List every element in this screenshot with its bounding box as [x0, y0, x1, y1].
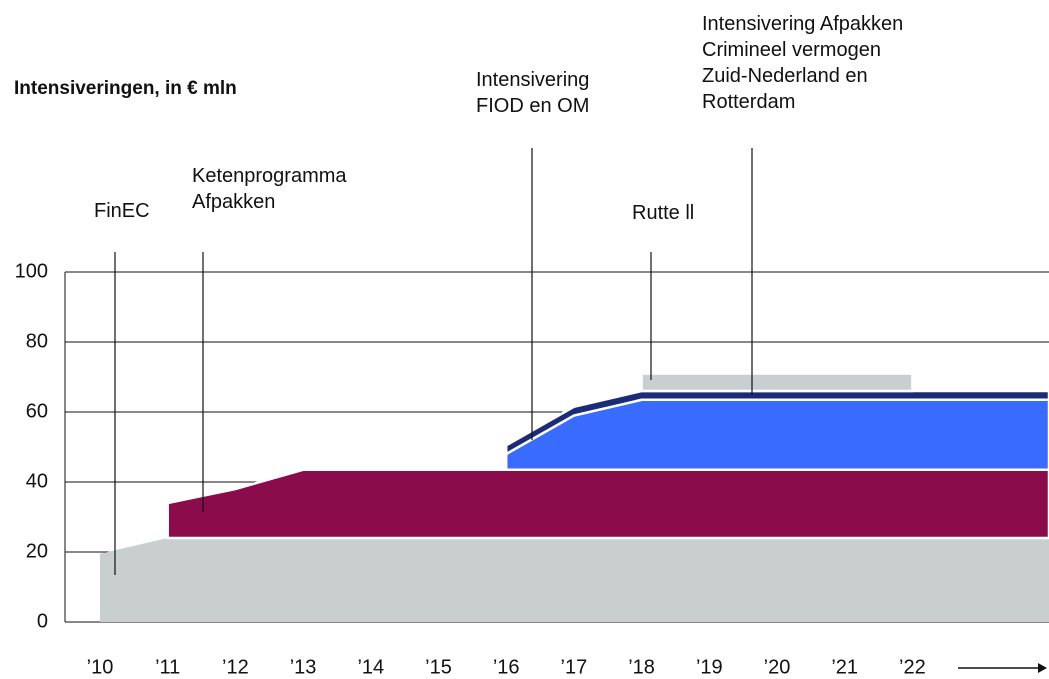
annotation: Intensivering Afpakken Crimineel vermoge… — [702, 13, 904, 113]
annotation: FinEC — [94, 200, 150, 222]
annotation: Ketenprogramma Afpakken — [192, 165, 347, 213]
x-tick-label: ’13 — [290, 656, 317, 678]
x-tick-label: ’17 — [561, 656, 588, 678]
y-tick-label: 40 — [26, 470, 48, 492]
area — [640, 372, 914, 393]
y-tick-label: 0 — [37, 610, 48, 632]
x-tick-label: ’15 — [425, 656, 452, 678]
x-tick-label: ’22 — [899, 656, 926, 678]
x-tick-label: ’18 — [628, 656, 655, 678]
y-tick-label: 20 — [26, 540, 48, 562]
area — [166, 468, 1049, 540]
x-tick-label: ’11 — [155, 656, 180, 678]
annotation: Intensivering FIOD en OM — [476, 69, 590, 117]
x-tick-label: ’20 — [764, 656, 791, 678]
x-tick-label: ’12 — [222, 656, 249, 678]
annotation: Rutte ll — [632, 202, 695, 224]
x-tick-label: ’19 — [696, 656, 723, 678]
chart-title: Intensiveringen, in € mln — [14, 78, 237, 99]
x-tick-label: ’16 — [493, 656, 520, 678]
y-tick-label: 60 — [26, 400, 48, 422]
arrow-head — [1038, 663, 1047, 673]
area — [100, 538, 1049, 622]
x-tick-label: ’14 — [357, 656, 384, 678]
y-tick-label: 80 — [26, 330, 48, 352]
x-tick-label: ’10 — [87, 656, 114, 678]
x-tick-label: ’21 — [831, 656, 858, 678]
y-tick-label: 100 — [15, 260, 48, 282]
